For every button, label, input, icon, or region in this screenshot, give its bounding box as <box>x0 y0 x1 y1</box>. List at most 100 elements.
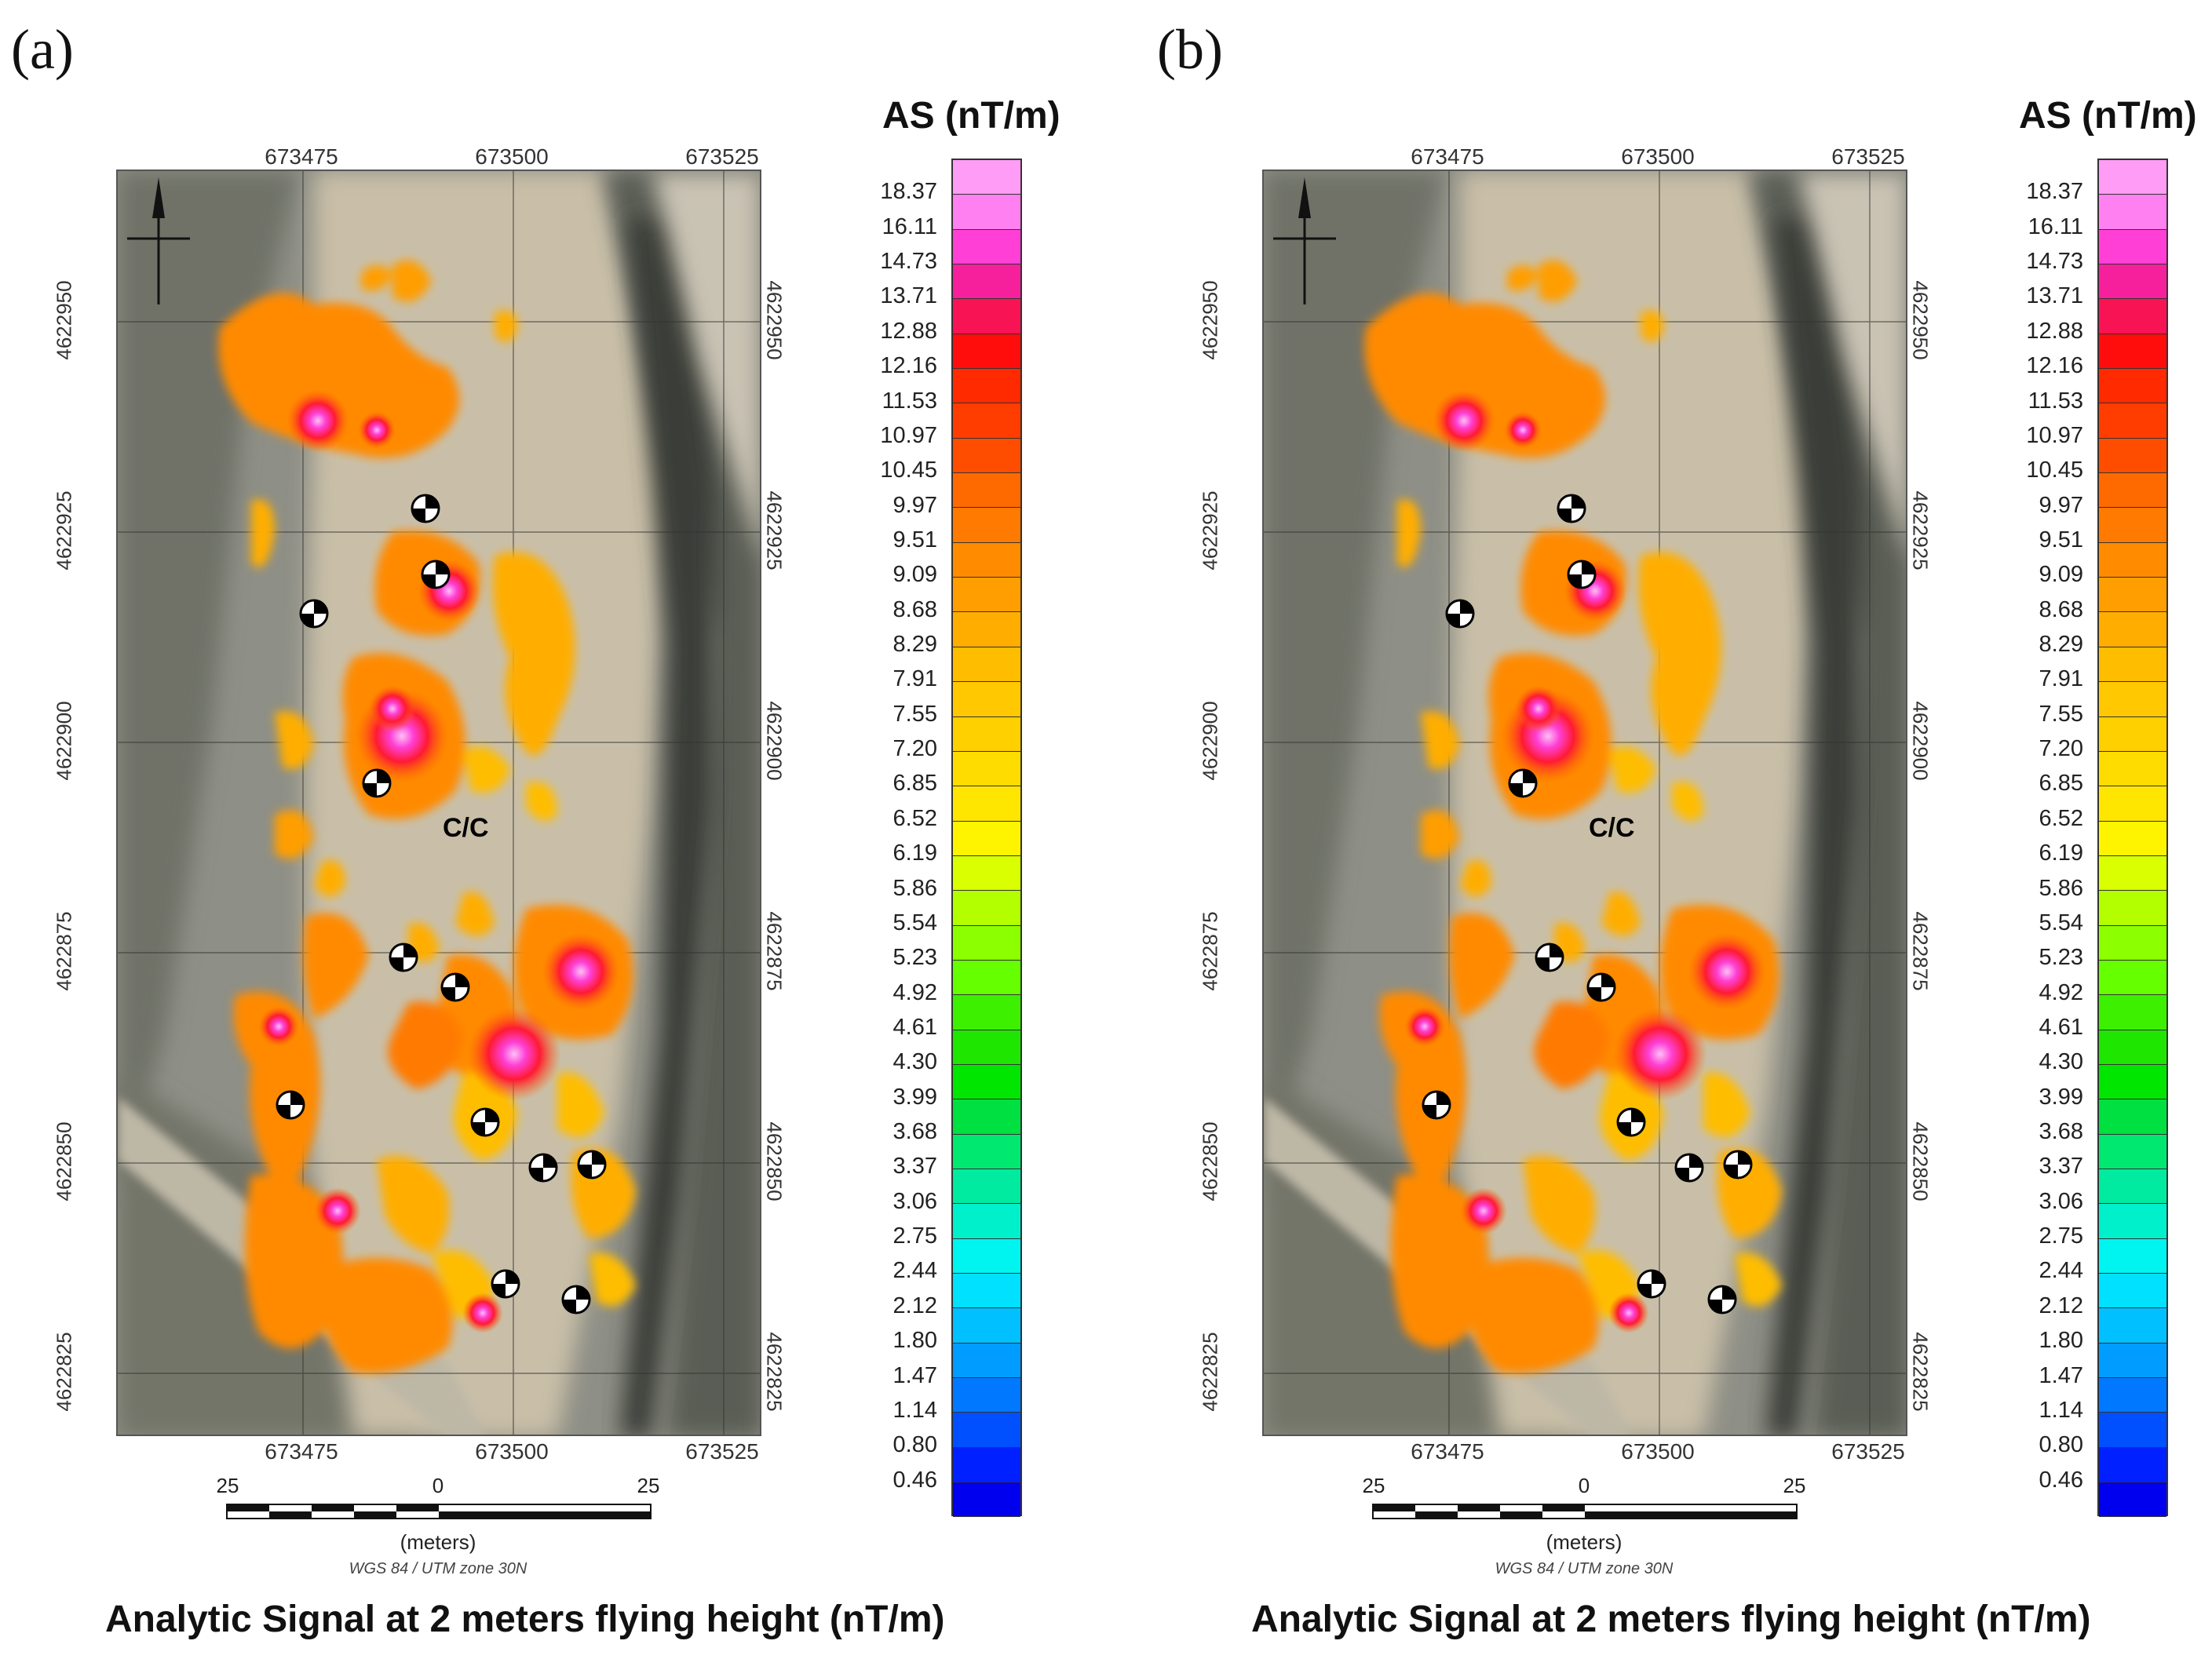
survey-marker-icon <box>299 599 329 629</box>
colorbar-label: 7.20 <box>892 736 937 762</box>
colorbar-swatch <box>953 334 1020 370</box>
easting-tick-top: 673525 <box>1831 144 1905 169</box>
colorbar-label: 14.73 <box>2026 249 2083 275</box>
northing-tick-right: 4622950 <box>1908 280 1933 360</box>
colorbar-label: 0.46 <box>892 1467 937 1493</box>
colorbar-label: 2.44 <box>892 1258 937 1284</box>
scale-label-right: 25 <box>637 1474 660 1497</box>
colorbar-label: 10.97 <box>880 422 937 448</box>
colorbar-label: 9.09 <box>892 562 937 588</box>
colorbar-label: 12.16 <box>2026 353 2083 379</box>
panel-letter: (b) <box>1157 18 1223 81</box>
colorbar-swatch <box>953 160 1020 195</box>
colorbar-swatch <box>953 1099 1020 1135</box>
colorbar-label: 14.73 <box>880 249 937 275</box>
colorbar-label: 6.52 <box>2039 805 2083 831</box>
colorbar-swatch <box>953 1064 1020 1100</box>
survey-marker-icon <box>1567 560 1597 589</box>
colorbar-swatch <box>2099 1099 2166 1135</box>
colorbar-label: 4.30 <box>892 1049 937 1075</box>
colorbar-swatch <box>2099 578 2166 613</box>
scale-label-right: 25 <box>1783 1474 1806 1497</box>
survey-marker-icon <box>389 943 418 972</box>
colorbar-swatch <box>2099 1134 2166 1169</box>
colorbar-swatch <box>2099 995 2166 1030</box>
colorbar-label: 3.06 <box>892 1188 937 1214</box>
colorbar-swatch <box>2099 786 2166 822</box>
colorbar-label: 1.14 <box>892 1397 937 1423</box>
colorbar-label: 6.52 <box>892 805 937 831</box>
figure-caption: Analytic Signal at 2 meters flying heigh… <box>1251 1599 2091 1640</box>
colorbar-label: 5.23 <box>2039 945 2083 971</box>
survey-marker-icon <box>1586 972 1616 1002</box>
colorbar-swatch <box>2099 403 2166 439</box>
colorbar-label: 3.68 <box>2039 1119 2083 1145</box>
colorbar-swatch <box>953 369 1020 404</box>
colorbar-swatch <box>2099 1447 2166 1483</box>
colorbar-swatch <box>2099 891 2166 926</box>
panel-a: (a) 673475 673500 673525 <box>11 18 1060 1640</box>
northing-tick-right: 4622900 <box>1908 701 1933 781</box>
survey-marker-icon <box>561 1285 591 1314</box>
aerial-map[interactable] <box>1262 170 1907 1436</box>
survey-marker-icon <box>1422 1090 1451 1120</box>
colorbar-label: 4.30 <box>2039 1049 2083 1075</box>
colorbar-label: 0.46 <box>2039 1467 2083 1493</box>
colorbar-swatch <box>953 299 1020 334</box>
colorbar-title: AS (nT/m) <box>882 95 1060 137</box>
colorbar-swatch <box>2099 1482 2166 1518</box>
northing-tick-right: 4622925 <box>762 490 787 571</box>
northing-tick-left: 4622950 <box>52 280 76 360</box>
scale-bar <box>1372 1504 1798 1519</box>
colorbar-label: 9.09 <box>2039 562 2083 588</box>
colorbar-swatch <box>2099 821 2166 856</box>
colorbar-swatch <box>953 751 1020 787</box>
colorbar-swatch <box>2099 751 2166 787</box>
colorbar-swatch <box>2099 716 2166 752</box>
colorbar-label: 10.45 <box>880 458 937 483</box>
colorbar-label: 3.37 <box>2039 1154 2083 1180</box>
northing-tick-right: 4622925 <box>1908 490 1933 571</box>
northing-tick-right: 4622875 <box>762 911 787 991</box>
survey-marker-icon <box>1723 1150 1753 1180</box>
colorbar-label: 11.53 <box>2028 388 2083 414</box>
colorbar-swatch <box>953 438 1020 474</box>
aerial-map[interactable] <box>116 170 761 1436</box>
colorbar-label: 2.75 <box>2039 1223 2083 1249</box>
easting-tick-top: 673500 <box>475 144 549 169</box>
survey-marker-icon <box>1637 1269 1666 1299</box>
colorbar-swatch <box>2099 1169 2166 1205</box>
easting-tick-bottom: 673525 <box>1831 1439 1905 1464</box>
colorbar-swatch <box>953 473 1020 509</box>
colorbar-label: 1.80 <box>892 1328 937 1354</box>
colorbar-swatch <box>953 1274 1020 1309</box>
crs-label: WGS 84 / UTM zone 30N <box>349 1560 527 1577</box>
scale-unit: (meters) <box>400 1530 476 1554</box>
colorbar-swatch <box>2099 1238 2166 1274</box>
northing-tick-right: 4622850 <box>1908 1121 1933 1201</box>
colorbar-label: 3.37 <box>892 1154 937 1180</box>
northing-tick-right: 4622825 <box>1908 1332 1933 1412</box>
cc-label: C/C <box>1589 813 1635 843</box>
survey-marker-icon <box>276 1090 305 1120</box>
colorbar-swatch <box>2099 438 2166 474</box>
survey-marker-icon <box>362 768 392 798</box>
northing-tick-left: 4622825 <box>1198 1332 1222 1412</box>
colorbar-label: 0.80 <box>892 1432 937 1458</box>
colorbar-swatch <box>2099 1413 2166 1448</box>
colorbar-swatch <box>2099 229 2166 265</box>
easting-tick-bottom: 673475 <box>1411 1439 1484 1464</box>
survey-marker-icon <box>1508 768 1538 798</box>
colorbar-swatch <box>2099 1308 2166 1344</box>
colorbar-label: 11.53 <box>882 388 937 414</box>
survey-marker-icon <box>470 1107 500 1137</box>
easting-tick-bottom: 673475 <box>265 1439 338 1464</box>
colorbar-swatch <box>2099 855 2166 891</box>
easting-tick-top: 673525 <box>685 144 759 169</box>
scale-label-center: 0 <box>432 1474 444 1497</box>
northing-tick-left: 4622875 <box>1198 911 1222 991</box>
survey-marker-icon <box>1616 1107 1646 1137</box>
colorbar-label: 7.55 <box>892 701 937 727</box>
easting-tick-top: 673500 <box>1621 144 1695 169</box>
colorbar-swatch <box>953 1238 1020 1274</box>
